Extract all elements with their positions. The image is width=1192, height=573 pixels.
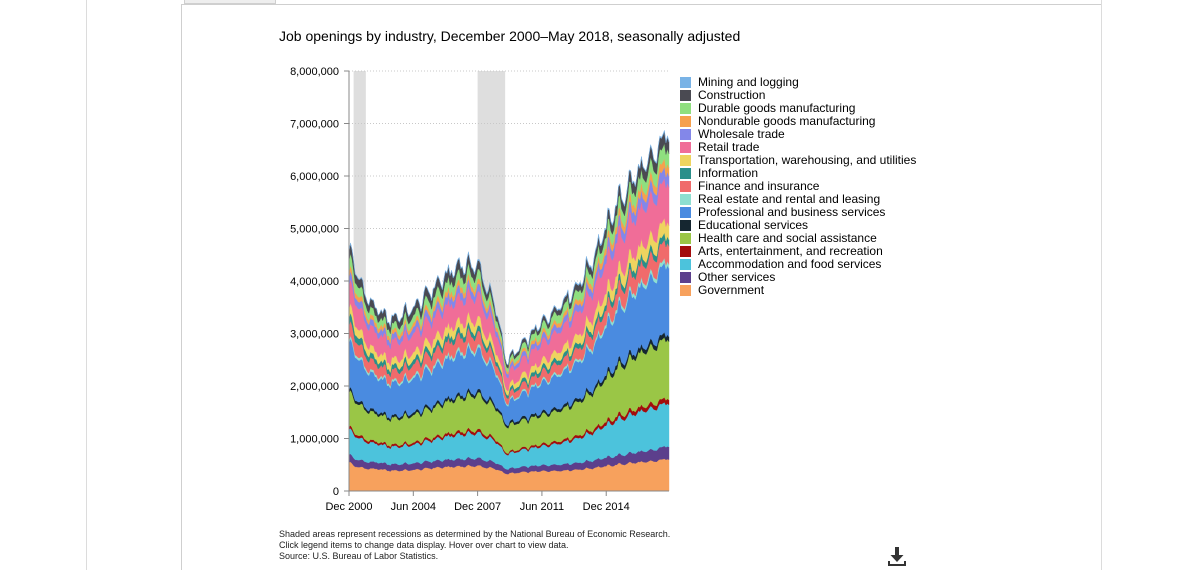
legend-label: Other services [698, 270, 776, 284]
y-tick-label-3: 3,000,000 [290, 329, 339, 341]
legend-item-durable-goods-manufacturing[interactable]: Durable goods manufacturing [680, 102, 916, 115]
chart-panel [181, 4, 1101, 570]
legend-item-health-care-and-social-assistance[interactable]: Health care and social assistance [680, 232, 916, 245]
x-tick-label-3: Jun 2011 [520, 501, 564, 513]
legend-item-other-services[interactable]: Other services [680, 271, 916, 284]
x-tick-label-2: Dec 2007 [454, 501, 501, 513]
footnote-recessions: Shaded areas represent recessions as det… [279, 529, 671, 539]
legend-swatch [680, 116, 691, 127]
legend-swatch [680, 207, 691, 218]
y-tick-label-4: 4,000,000 [290, 276, 339, 288]
legend-item-wholesale-trade[interactable]: Wholesale trade [680, 128, 916, 141]
y-tick-label-2: 2,000,000 [290, 381, 339, 393]
legend-label: Nondurable goods manufacturing [698, 114, 876, 128]
legend-label: Mining and logging [698, 75, 799, 89]
legend-label: Arts, entertainment, and recreation [698, 244, 883, 258]
legend-swatch [680, 90, 691, 101]
area-mining-and-logging[interactable] [348, 129, 670, 366]
legend-swatch [680, 259, 691, 270]
legend-label: Health care and social assistance [698, 231, 877, 245]
y-tick-label-5: 5,000,000 [290, 224, 339, 236]
footnote-source: Source: U.S. Bureau of Labor Statistics. [279, 551, 439, 561]
legend-swatch [680, 246, 691, 257]
legend-item-finance-and-insurance[interactable]: Finance and insurance [680, 180, 916, 193]
page-border-left [86, 0, 87, 570]
legend-item-accommodation-and-food-services[interactable]: Accommodation and food services [680, 258, 916, 271]
legend-item-nondurable-goods-manufacturing[interactable]: Nondurable goods manufacturing [680, 115, 916, 128]
legend-swatch [680, 220, 691, 231]
y-tick-label-8: 8,000,000 [290, 66, 339, 78]
legend-item-educational-services[interactable]: Educational services [680, 219, 916, 232]
footnotes: Shaded areas represent recessions as det… [279, 529, 670, 562]
download-button[interactable] [885, 544, 909, 568]
y-tick-label-6: 6,000,000 [290, 171, 339, 183]
legend-swatch [680, 155, 691, 166]
legend-swatch [680, 103, 691, 114]
legend-label: Wholesale trade [698, 127, 785, 141]
legend-label: Accommodation and food services [698, 257, 882, 271]
legend-swatch [680, 233, 691, 244]
y-tick-label-0: 0 [333, 486, 339, 498]
x-tick-label-0: Dec 2000 [325, 501, 372, 513]
legend-swatch [680, 129, 691, 140]
x-tick-label-1: Jun 2004 [391, 501, 436, 513]
download-icon [888, 547, 906, 566]
legend-item-mining-and-logging[interactable]: Mining and logging [680, 76, 916, 89]
y-tick-label-1: 1,000,000 [290, 434, 339, 446]
y-tick-label-7: 7,000,000 [290, 119, 339, 131]
legend-label: Transportation, warehousing, and utiliti… [698, 153, 917, 167]
legend-swatch [680, 168, 691, 179]
footnote-instructions: Click legend items to change data displa… [279, 540, 569, 550]
legend-swatch [680, 142, 691, 153]
page-border-right [1101, 0, 1102, 570]
legend-swatch [680, 181, 691, 192]
series-areas [348, 129, 670, 492]
legend-item-professional-and-business-services[interactable]: Professional and business services [680, 206, 916, 219]
legend-swatch [680, 194, 691, 205]
legend-label: Retail trade [698, 140, 760, 154]
legend: Mining and logging Construction Durable go… [680, 76, 916, 297]
x-tick-label-4: Dec 2014 [583, 501, 630, 513]
legend-label: Durable goods manufacturing [698, 101, 856, 115]
legend-item-arts-entertainment-and-recreation[interactable]: Arts, entertainment, and recreation [680, 245, 916, 258]
legend-label: Government [698, 283, 765, 297]
legend-item-information[interactable]: Information [680, 167, 916, 180]
legend-item-retail-trade[interactable]: Retail trade [680, 141, 916, 154]
legend-label: Finance and insurance [698, 179, 820, 193]
legend-item-construction[interactable]: Construction [680, 89, 916, 102]
legend-swatch [680, 77, 691, 88]
legend-item-government[interactable]: Government [680, 284, 916, 297]
legend-label: Real estate and rental and leasing [698, 192, 881, 206]
chart-title: Job openings by industry, December 2000–… [279, 28, 741, 44]
legend-label: Construction [698, 88, 766, 102]
legend-label: Information [698, 166, 759, 180]
legend-swatch [680, 285, 691, 296]
legend-swatch [680, 272, 691, 283]
panel-tab[interactable] [184, 0, 276, 4]
legend-label: Educational services [698, 218, 809, 232]
legend-label: Professional and business services [698, 205, 886, 219]
legend-item-real-estate-and-rental-and-leasing[interactable]: Real estate and rental and leasing [680, 193, 916, 206]
legend-item-transportation-warehousing-and-utilities[interactable]: Transportation, warehousing, and utiliti… [680, 154, 916, 167]
axes: 0 1,000,000 2,000,000 3,000,000 4,000,000 5,0… [290, 66, 669, 513]
